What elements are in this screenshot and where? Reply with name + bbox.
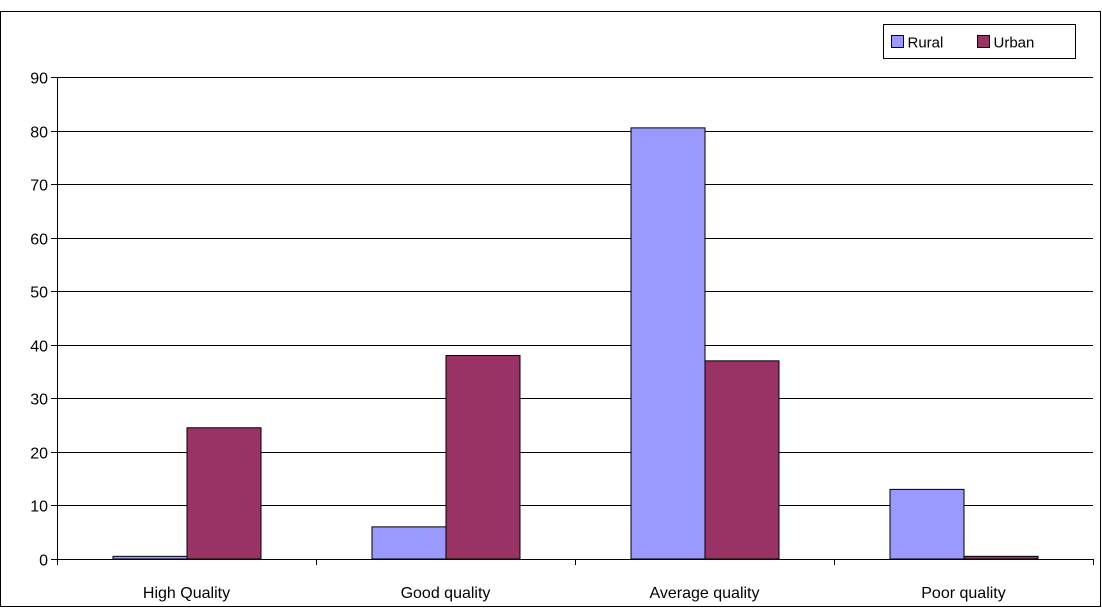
legend-swatch-rural: [891, 35, 904, 48]
y-tick-label: 40: [30, 339, 48, 356]
x-category-label: High Quality: [143, 585, 230, 602]
tick-labels: 0 10 20 30 40 50 60 70 80 90 High Quality Good qual…: [30, 71, 1006, 603]
bar-urban-0: [186, 427, 262, 560]
x-category-label: Average quality: [650, 585, 760, 602]
x-category-label: Good quality: [401, 585, 491, 602]
legend-swatch-urban: [977, 35, 990, 48]
y-tick-label: 80: [30, 125, 48, 142]
bar-rural-0: [112, 555, 188, 560]
y-tick-label: 50: [30, 285, 48, 302]
bar-urban-3: [963, 555, 1039, 560]
bar-rural-2: [630, 127, 706, 560]
y-tick-label: 60: [30, 232, 48, 249]
axes: [0, 11, 1101, 607]
bar-rural-3: [889, 488, 965, 560]
y-tick-label: 70: [30, 178, 48, 195]
bar-urban-2: [704, 360, 780, 560]
x-category-label: Poor quality: [921, 585, 1006, 602]
y-tick-label: 0: [39, 553, 48, 570]
y-tick-label: 30: [30, 392, 48, 409]
chart-border: [0, 11, 1101, 607]
bar-rural-1: [371, 526, 447, 560]
bars: [112, 127, 1039, 560]
legend-label-urban: Urban: [994, 35, 1035, 52]
bar-urban-1: [445, 354, 521, 560]
legend: Rural Urban: [883, 24, 1076, 59]
y-tick-label: 10: [30, 499, 48, 516]
y-tick-label: 90: [30, 71, 48, 88]
legend-label-rural: Rural: [908, 35, 944, 52]
y-tick-label: 20: [30, 446, 48, 463]
